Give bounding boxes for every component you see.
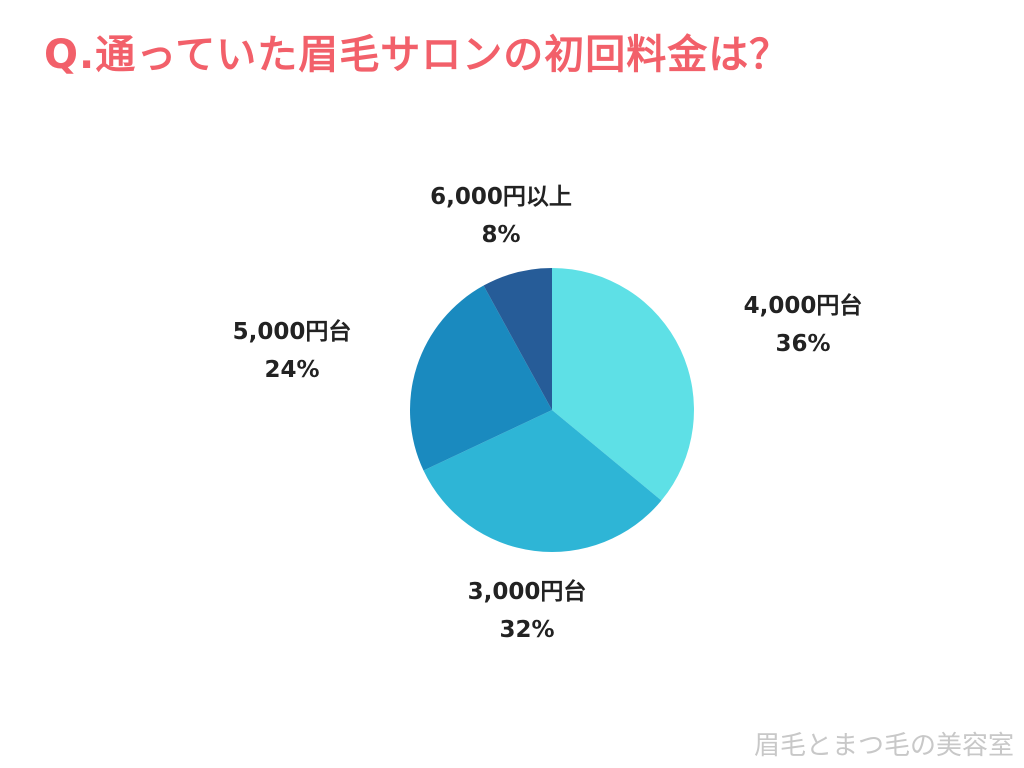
slice-label-4000: 4,000円台 36% <box>744 287 863 363</box>
slice-percent-label: 32% <box>499 617 555 643</box>
slice-category-label: 4,000円台 <box>743 293 863 319</box>
slice-category-label: 6,000円以上 <box>430 184 572 210</box>
slice-percent-label: 24% <box>264 357 320 383</box>
slice-percent-label: 8% <box>481 222 521 248</box>
slice-label-6000: 6,000円以上 8% <box>430 178 572 254</box>
pie-slice-1 <box>423 410 662 552</box>
pie-slice-0 <box>552 268 694 501</box>
slice-label-5000: 5,000円台 24% <box>233 313 352 389</box>
chart-title: Q.通っていた眉毛サロンの初回料金は？ <box>44 32 791 78</box>
pie-slice-2 <box>409 285 552 471</box>
slice-percent-label: 36% <box>775 331 831 357</box>
pie-slice-3 <box>483 267 552 410</box>
slice-category-label: 5,000円台 <box>232 319 352 345</box>
slice-label-3000: 3,000円台 32% <box>468 573 587 649</box>
slice-category-label: 3,000円台 <box>467 579 587 605</box>
watermark-text: 眉毛とまつ毛の美容室 <box>753 731 1014 761</box>
